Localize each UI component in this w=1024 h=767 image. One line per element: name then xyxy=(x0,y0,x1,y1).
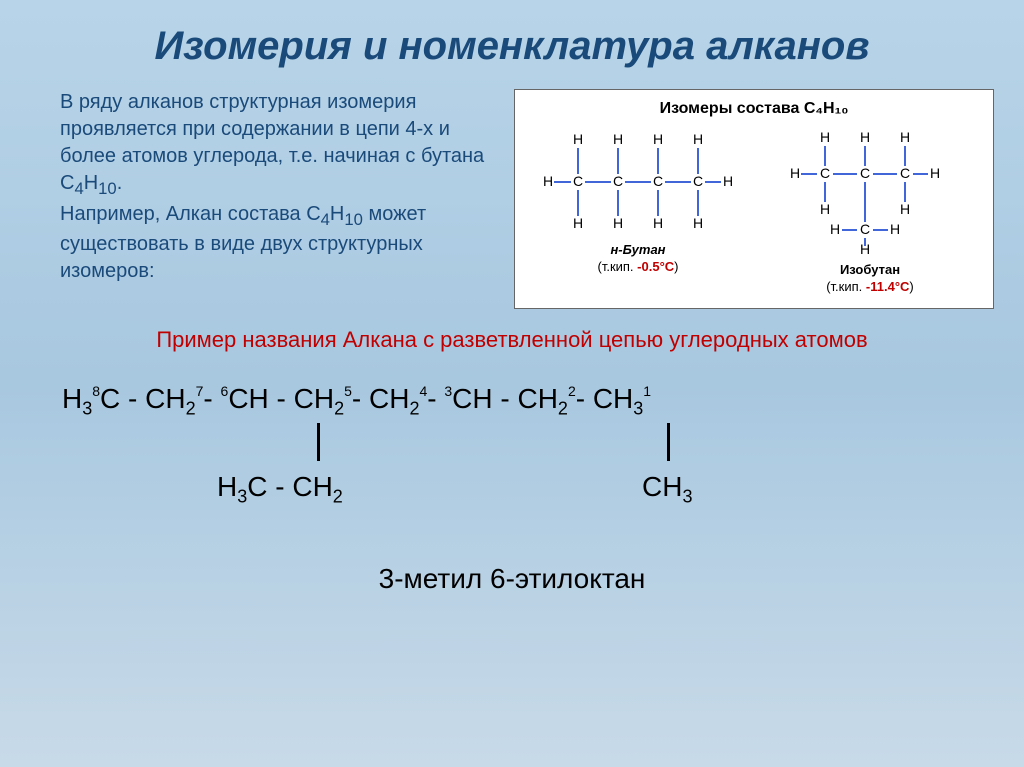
svg-text:H: H xyxy=(693,215,703,231)
svg-text:C: C xyxy=(860,221,870,237)
svg-text:H: H xyxy=(790,165,800,181)
svg-text:H: H xyxy=(573,131,583,147)
isomer-box: Изомеры состава С₄Н₁₀ HHHH H CCCC H HHHH xyxy=(514,89,994,309)
slide-title: Изомерия и номенклатура алканов xyxy=(0,0,1024,79)
svg-text:H: H xyxy=(890,221,900,237)
svg-text:H: H xyxy=(820,201,830,217)
paragraph-text: В ряду алканов структурная изомерия проя… xyxy=(60,89,494,309)
isomer-structures: HHHH H CCCC H HHHH xyxy=(527,126,981,296)
svg-text:C: C xyxy=(820,165,830,181)
main-chain: H38C - CH27- 6CH - CH25- CH24- 3CH - CH2… xyxy=(62,383,962,420)
svg-text:H: H xyxy=(930,165,940,181)
svg-text:C: C xyxy=(860,165,870,181)
svg-text:H: H xyxy=(900,201,910,217)
bond-line-2 xyxy=(667,423,670,461)
svg-text:H: H xyxy=(860,129,870,145)
n-butane-label: н-Бутан (т.кип. -0.5°С) xyxy=(527,242,749,276)
svg-text:C: C xyxy=(613,173,623,189)
svg-text:H: H xyxy=(653,131,663,147)
svg-text:H: H xyxy=(653,215,663,231)
svg-text:H: H xyxy=(543,173,553,189)
svg-text:H: H xyxy=(830,221,840,237)
content-row: В ряду алканов структурная изомерия проя… xyxy=(0,79,1024,309)
structure-n-butane: H H H H H C C C C H H H H H xyxy=(527,126,749,296)
svg-text:C: C xyxy=(900,165,910,181)
svg-text:H: H xyxy=(900,129,910,145)
branch-ethyl: H3C - CH2 xyxy=(217,471,343,508)
isobutane-label: Изобутан (т.кип. -11.4°С) xyxy=(759,262,981,296)
isomer-box-title: Изомеры состава С₄Н₁₀ xyxy=(527,100,981,118)
bond-line-1 xyxy=(317,423,320,461)
n-butane-svg: H H H H H C C C C H H H H H xyxy=(533,126,743,236)
svg-text:C: C xyxy=(653,173,663,189)
isobutane-svg: HHH H CCC H HH HCH H xyxy=(765,126,975,256)
svg-text:H: H xyxy=(613,131,623,147)
svg-text:H: H xyxy=(573,215,583,231)
branch-methyl: CH3 xyxy=(642,471,692,508)
structure-isobutane: HHH H CCC H HH HCH H xyxy=(759,126,981,296)
compound-name: 3-метил 6-этилоктан xyxy=(0,563,1024,595)
formula-block: H38C - CH27- 6CH - CH25- CH24- 3CH - CH2… xyxy=(62,383,962,523)
svg-text:C: C xyxy=(573,173,583,189)
svg-text:H: H xyxy=(613,215,623,231)
svg-text:H: H xyxy=(693,131,703,147)
example-title: Пример названия Алкана с разветвленной ц… xyxy=(30,327,994,353)
svg-text:C: C xyxy=(693,173,703,189)
svg-text:H: H xyxy=(820,129,830,145)
svg-text:H: H xyxy=(723,173,733,189)
